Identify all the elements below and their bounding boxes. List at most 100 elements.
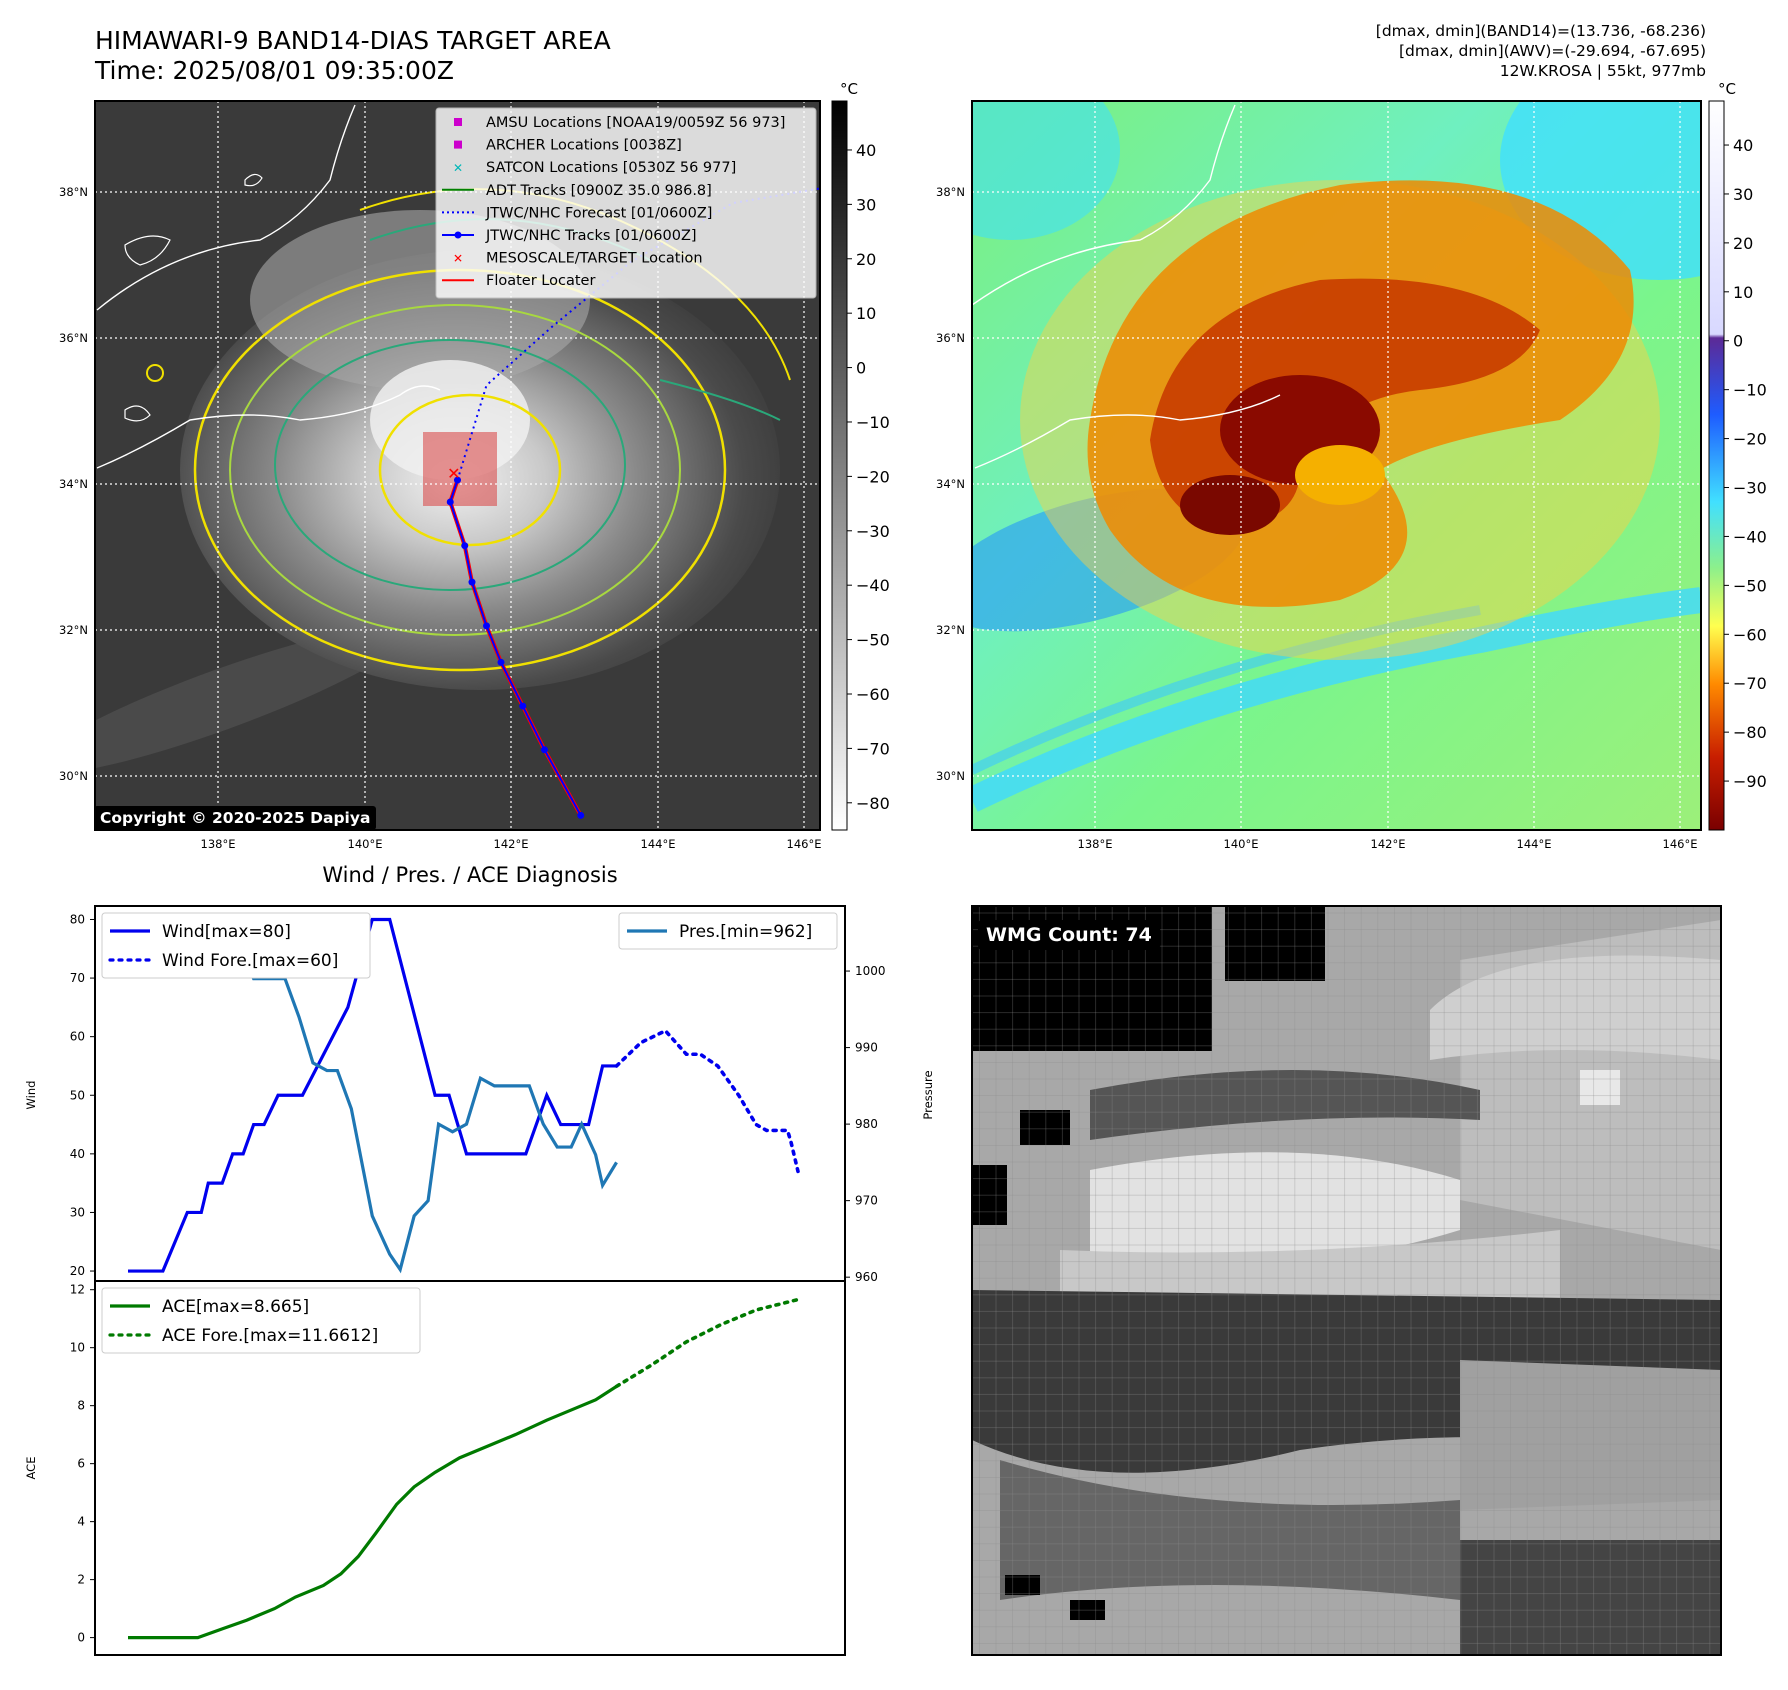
series-line-0 <box>128 1385 618 1640</box>
legend-marker <box>454 118 462 126</box>
legend-entry: Wind[max=80] <box>162 922 291 942</box>
track-point <box>483 622 490 630</box>
y-tick-label: 40 <box>70 1147 85 1161</box>
cbar-tick-label: −70 <box>856 739 890 758</box>
cbar-tick-label: 30 <box>1733 185 1753 204</box>
lat-tick-label: 34°N <box>59 477 88 491</box>
cbar-tick-label: 0 <box>856 359 866 378</box>
y-tick-label: 12 <box>70 1283 85 1297</box>
lon-tick-label: 144°E <box>641 837 676 851</box>
cbar-tick-label: −20 <box>856 467 890 486</box>
lon-tick-label: 142°E <box>494 837 529 851</box>
ir-colorbar-unit: °C <box>840 80 858 98</box>
y-tick-label: 30 <box>70 1205 85 1219</box>
cbar-tick-label: −20 <box>1733 430 1767 449</box>
lat-tick-label: 38°N <box>59 185 88 199</box>
lat-tick-label: 30°N <box>59 769 88 783</box>
lon-tick-label: 146°E <box>787 837 822 851</box>
coastline <box>96 104 356 311</box>
chart-legend-box <box>101 1287 421 1354</box>
y2-tick-label: 970 <box>855 1194 878 1208</box>
cbar-tick-label: 10 <box>1733 283 1753 302</box>
cbar-tick-label: 0 <box>1733 332 1743 351</box>
track-point <box>468 578 476 586</box>
wmg-frame <box>971 905 1722 1656</box>
lon-tick-label: 140°E <box>1224 837 1259 851</box>
legend-marker <box>454 140 462 149</box>
cbar-tick-label: 40 <box>856 141 876 160</box>
cbar-tick-label: −80 <box>1733 723 1767 742</box>
stats-awv: [dmax, dmin](AWV)=(-29.694, -67.695) <box>1399 42 1706 60</box>
ace-ylabel: ACE <box>24 1457 38 1480</box>
diag-title: Wind / Pres. / ACE Diagnosis <box>322 863 617 887</box>
lat-tick-label: 32°N <box>59 623 88 637</box>
series-line-0 <box>128 917 617 1273</box>
legend-entry: MESOSCALE/TARGET Location <box>486 251 703 267</box>
series-line-1 <box>614 1028 800 1174</box>
cbar-tick-label: −10 <box>856 413 890 432</box>
y2-tick-label: 960 <box>855 1270 878 1284</box>
legend-entry: Pres.[min=962] <box>679 922 812 942</box>
series-line-1 <box>614 1297 800 1389</box>
y-tick-label: 20 <box>70 1264 85 1278</box>
page-time: Time: 2025/08/01 09:35:00Z <box>95 56 454 85</box>
cbar-tick-label: −40 <box>856 576 890 595</box>
legend-marker <box>454 231 462 239</box>
copyright-badge: Copyright © 2020-2025 Dapiya <box>94 806 377 830</box>
cbar-tick-label: −50 <box>856 631 890 650</box>
legend-entry: JTWC/NHC Forecast [01/0600Z] <box>485 205 712 221</box>
y-tick-label: 10 <box>70 1341 85 1355</box>
stats-band14: [dmax, dmin](BAND14)=(13.736, -68.236) <box>1375 22 1706 40</box>
y-tick-label: 6 <box>77 1457 85 1471</box>
track-point <box>454 476 461 484</box>
cbar-tick-label: 10 <box>856 304 876 323</box>
legend-entry: SATCON Locations [0530Z 56 977] <box>486 160 736 176</box>
legend-entry: AMSU Locations [NOAA19/0059Z 56 973] <box>486 115 785 131</box>
page-title: HIMAWARI-9 BAND14-DIAS TARGET AREA <box>95 26 611 55</box>
contour-teal <box>274 339 626 591</box>
lat-tick-label: 36°N <box>59 331 88 345</box>
lat-tick-label: 34°N <box>936 477 965 491</box>
cbar-tick-label: −80 <box>856 794 890 813</box>
awv-frame <box>971 100 1702 831</box>
y-tick-label: 60 <box>70 1030 85 1044</box>
ir-axis-ticks: 138°E 140°E 142°E 144°E 146°E 38°N 36°N 34°N 32°… <box>59 185 821 851</box>
y-tick-label: 8 <box>77 1399 85 1413</box>
cbar-tick-label: −70 <box>1733 674 1767 693</box>
legend-entry: JTWC/NHC Tracks [01/0600Z] <box>485 228 697 244</box>
legend-entry: ADT Tracks [0900Z 35.0 986.8] <box>486 183 712 199</box>
awv-coastline <box>972 104 1236 306</box>
ir-colorbar: 40 30 20 10 0 −10 −20 −30 −40 −50 −60 −70 −80 <box>831 100 890 831</box>
ace-chart: 0 2 4 6 8 10 12 ACE[max=8.665] ACE Fore.[max=11.… <box>70 1283 800 1645</box>
wmg-count-badge: WMG Count: 74 <box>978 920 1160 950</box>
track-point <box>577 811 585 819</box>
legend-entry: Wind Fore.[max=60] <box>162 951 338 971</box>
cbar-tick-label: −10 <box>1733 381 1767 400</box>
cbar-tick-label: −30 <box>1733 479 1767 498</box>
cbar-tick-label: −30 <box>856 522 890 541</box>
track-point <box>461 542 469 550</box>
cbar-tick-label: 20 <box>856 250 876 269</box>
cbar-tick-label: −60 <box>1733 625 1767 644</box>
y-tick-label: 50 <box>70 1088 85 1102</box>
lon-tick-label: 138°E <box>1078 837 1113 851</box>
y-tick-label: 80 <box>70 912 85 926</box>
lat-tick-label: 38°N <box>936 185 965 199</box>
y2-tick-label: 990 <box>855 1041 878 1055</box>
awv-colorbar: 40 30 20 10 0 −10 −20 −30 −40 −50 −60 −70 −80 −90 <box>1708 100 1767 831</box>
pressure-ylabel: Pressure <box>921 1070 935 1119</box>
cbar-tick-label: −50 <box>1733 576 1767 595</box>
cbar-tick-label: −40 <box>1733 527 1767 546</box>
track-point <box>519 702 527 710</box>
target-area-box <box>423 432 497 506</box>
y-tick-label: 4 <box>77 1515 85 1529</box>
awv-colorbar-unit: °C <box>1718 80 1736 98</box>
legend-entry: ARCHER Locations [0038Z] <box>486 138 682 154</box>
cbar-tick-label: 30 <box>856 195 876 214</box>
awv-map <box>972 101 1701 830</box>
chart-legend-box <box>618 912 838 950</box>
y-tick-label: 70 <box>70 971 85 985</box>
track-point <box>446 498 454 506</box>
cbar-tick-label: 40 <box>1733 136 1753 155</box>
ir-legend: AMSU Locations [NOAA19/0059Z 56 973] ARCH… <box>435 107 817 299</box>
